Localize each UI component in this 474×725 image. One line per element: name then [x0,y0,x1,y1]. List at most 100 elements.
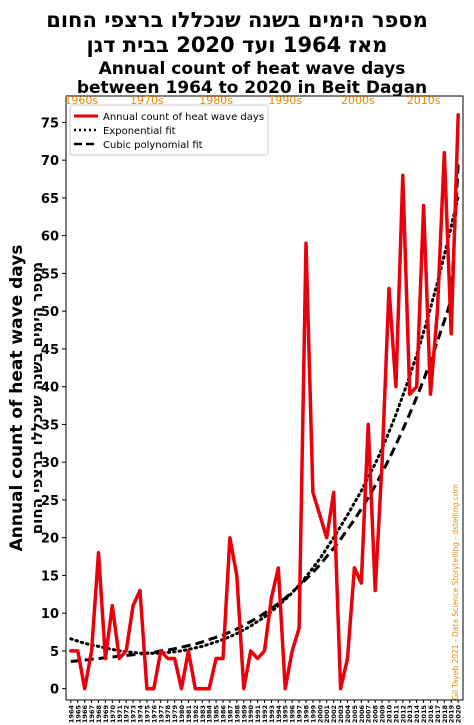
series-layer [69,113,460,691]
x-tick-label-0: 1964 [67,705,75,724]
x-tick-label-53: 2017 [434,705,442,723]
x-axis-ticks: 1964196519661967196819691970197119721973… [67,700,463,724]
x-tick-label-5: 1969 [102,705,110,724]
x-tick-label-50: 2014 [413,705,421,724]
series-line-2 [70,163,460,663]
x-tick-label-45: 2009 [379,705,387,724]
y-tick-label-5: 25 [41,494,59,509]
x-tick-label-21: 1985 [213,705,221,724]
x-tick-label-32: 1996 [289,705,297,724]
x-tick-label-52: 2016 [427,705,435,724]
y-tick-label-6: 30 [41,456,59,471]
x-tick-label-15: 1979 [171,705,179,724]
x-tick-label-1: 1965 [74,705,82,724]
legend-box [69,104,269,156]
decade-label-5: 2010s [407,94,441,107]
x-tick-label-18: 1982 [192,705,200,723]
x-tick-label-2: 1966 [81,705,89,724]
x-tick-label-25: 1989 [240,705,248,724]
decade-label-0: 1960s [64,94,98,107]
x-tick-label-42: 2006 [358,705,366,724]
x-tick-label-47: 2011 [392,705,400,724]
x-tick-label-36: 2000 [316,705,324,724]
y-tick-label-9: 45 [41,343,59,358]
x-tick-label-39: 2003 [337,705,345,723]
y-tick-label-14: 70 [41,154,59,169]
decade-label-2: 1980s [199,94,233,107]
y-axis-label-english: Annual count of heat wave days [7,245,27,552]
x-tick-label-34: 1998 [302,705,310,724]
x-tick-label-28: 1992 [261,705,269,723]
x-tick-label-10: 1974 [137,705,145,724]
x-tick-label-40: 2004 [344,705,352,724]
x-tick-label-16: 1980 [178,705,186,724]
series-line-0 [69,113,460,691]
x-tick-label-17: 1981 [185,705,193,724]
y-axis-ticks: 0 5 10 15 20 25 30 35 40 45 50 55 60 65 70 75 [41,116,66,698]
x-tick-label-49: 2013 [406,705,414,723]
y-tick-label-12: 60 [41,230,59,245]
decade-labels: 1960s 1970s 1980s 1990s 2000s 2010s [64,94,440,107]
y-tick-label-3: 15 [41,569,59,584]
y-tick-label-1: 5 [50,645,59,660]
x-tick-label-4: 1968 [95,705,103,724]
x-tick-label-37: 2001 [323,705,331,724]
x-tick-label-22: 1986 [220,705,228,724]
y-tick-label-0: 0 [50,683,59,698]
x-tick-label-31: 1995 [282,705,290,724]
x-tick-label-7: 1971 [116,705,124,724]
y-tick-label-13: 65 [41,192,59,207]
x-tick-label-54: 2018 [441,705,449,724]
x-tick-label-9: 1973 [130,705,138,723]
title-hebrew-line1: מספר הימים בשנה שנכללו ברצפי החום [46,8,428,32]
x-tick-label-27: 1991 [254,705,262,724]
x-tick-label-55: 2019 [448,705,456,724]
legend-label-exponential: Exponential fit [103,126,176,137]
y-tick-label-7: 35 [41,418,59,433]
title-english-line1: Annual count of heat wave days [99,59,406,79]
decade-label-4: 2000s [341,94,375,107]
x-tick-label-24: 1988 [233,705,241,724]
x-tick-label-11: 1975 [143,705,151,724]
x-tick-label-30: 1994 [275,705,283,724]
legend: Annual count of heat wave days Exponenti… [69,104,269,156]
x-tick-label-29: 1993 [268,705,276,723]
series-line-1 [69,194,460,655]
y-tick-label-4: 20 [41,532,59,547]
x-tick-label-51: 2015 [420,705,428,724]
y-tick-label-15: 75 [41,116,59,131]
legend-label-cubic: Cubic polynomial fit [103,140,203,151]
legend-label-annual: Annual count of heat wave days [103,112,264,123]
credit-text: Gil Tayeb 2021 - Data Science Storytelli… [451,484,460,700]
x-tick-label-23: 1987 [226,705,234,723]
y-axis-label-hebrew: מספר הימים בשנה שנכללו ברצפי החום [28,262,46,535]
x-tick-label-46: 2010 [385,705,393,724]
x-tick-label-12: 1976 [150,705,158,724]
decade-label-3: 1990s [268,94,302,107]
y-tick-label-10: 50 [41,305,59,320]
decade-label-1: 1970s [130,94,164,107]
x-tick-label-20: 1984 [206,705,214,724]
x-tick-label-19: 1983 [199,705,207,723]
x-tick-label-43: 2007 [365,705,373,723]
x-tick-label-44: 2008 [372,705,380,724]
x-tick-label-48: 2012 [399,705,407,723]
x-tick-label-35: 1999 [309,705,317,724]
y-tick-label-11: 55 [41,267,59,282]
y-tick-label-8: 40 [41,381,59,396]
y-tick-label-2: 10 [41,607,59,622]
x-tick-label-8: 1972 [123,705,131,723]
x-tick-label-33: 1997 [296,705,304,723]
x-tick-label-6: 1970 [109,705,117,724]
x-tick-label-13: 1977 [157,705,165,723]
x-tick-label-38: 2002 [330,705,338,723]
x-tick-label-3: 1967 [88,705,96,723]
x-tick-label-41: 2005 [351,705,359,724]
title-hebrew-line2: מאז 1964 ועד 2020 בבית דגן [87,33,388,57]
x-tick-label-26: 1990 [247,705,255,724]
x-tick-label-14: 1978 [164,705,172,724]
plot-area [65,95,464,701]
x-tick-label-56: 2020 [455,705,463,724]
title-english-line2: between 1964 to 2020 in Beit Dagan [77,78,427,98]
